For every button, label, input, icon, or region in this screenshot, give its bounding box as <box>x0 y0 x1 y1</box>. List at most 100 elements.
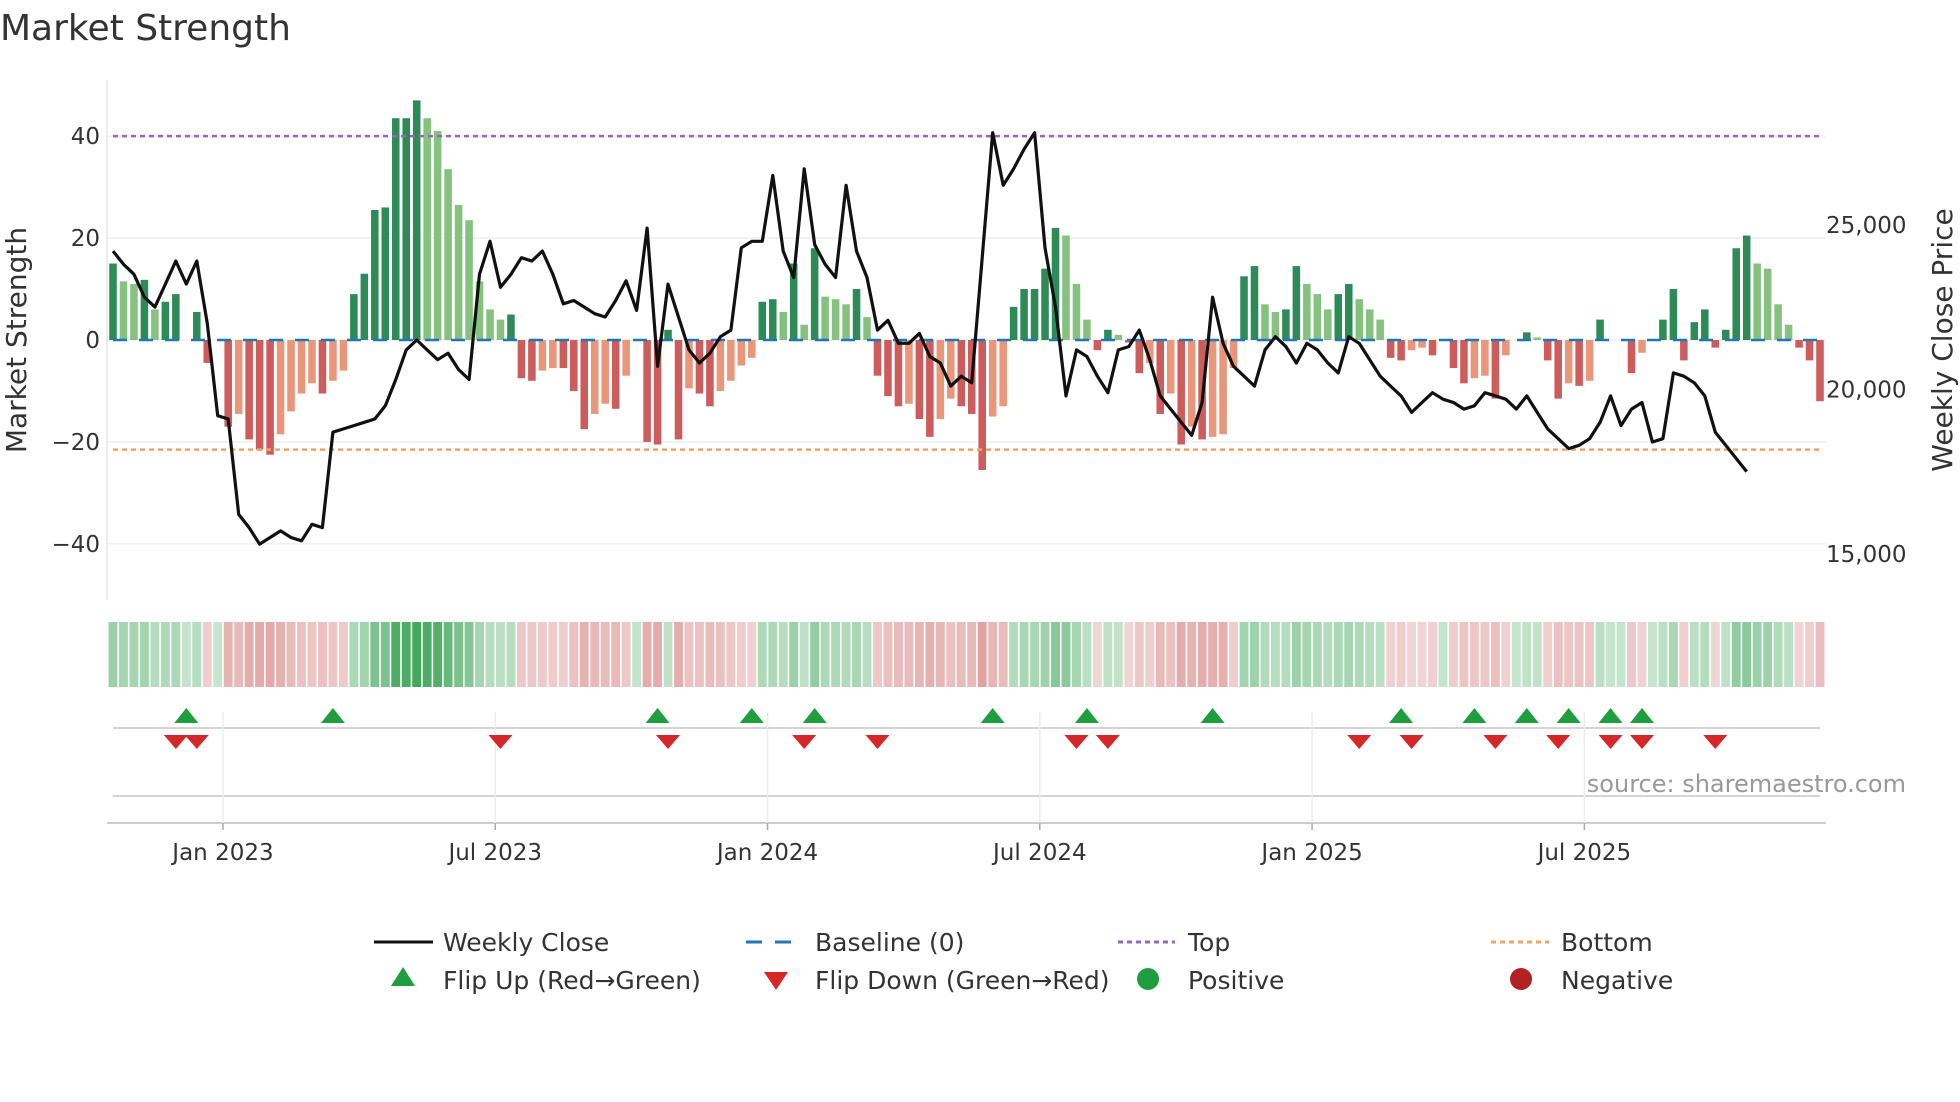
strength-bar <box>454 204 463 340</box>
heat-cell <box>1742 622 1752 687</box>
heat-cell <box>569 622 579 687</box>
legend-baseline: Baseline (0) <box>746 928 964 957</box>
strength-bar <box>1795 340 1803 348</box>
flip-up-marker <box>980 708 1005 723</box>
strength-bar <box>1701 309 1709 340</box>
strength-bar <box>318 340 327 394</box>
flip-up-marker <box>320 708 345 723</box>
heat-cell <box>359 622 369 687</box>
strength-bar <box>360 273 369 340</box>
heat-cell <box>1449 622 1458 687</box>
right-tick-label: 25,000 <box>1826 213 1906 239</box>
strength-bar <box>1638 340 1646 353</box>
strength-bar <box>1219 340 1227 435</box>
strength-bar <box>1344 283 1353 340</box>
heat-cell <box>370 622 380 687</box>
heat-cell <box>1009 622 1019 687</box>
legend-flip-up: Flip Up (Red→Green) <box>391 966 701 995</box>
strength-bar <box>863 317 871 340</box>
heat-cell <box>139 622 149 687</box>
strength-bar <box>381 207 390 340</box>
heat-cell <box>695 622 704 687</box>
x-tick-label: Jan 2024 <box>715 840 818 866</box>
strength-bar <box>1721 329 1730 340</box>
strength-bar <box>737 340 746 366</box>
heat-cell <box>213 622 223 687</box>
strength-bar <box>1543 340 1552 361</box>
strength-bar <box>538 340 547 371</box>
flip-down-marker <box>184 735 209 749</box>
strength-bar <box>1596 319 1604 340</box>
heat-cell <box>1354 622 1364 687</box>
x-tick-label: Jan 2025 <box>1259 840 1362 866</box>
weekly-close-line <box>111 131 1748 546</box>
heat-cell <box>1323 622 1333 687</box>
right-tick-label: 20,000 <box>1826 377 1906 403</box>
flip-down-marker <box>1064 735 1089 749</box>
strength-bar <box>1690 322 1699 340</box>
flip-up-marker <box>1598 708 1623 723</box>
strength-bar <box>203 340 212 363</box>
strength-bar <box>1805 340 1814 361</box>
strength-bar <box>1020 289 1028 340</box>
heat-cell <box>1312 622 1322 687</box>
heat-cell <box>1113 622 1123 687</box>
heat-cell <box>506 622 516 687</box>
strength-bar <box>465 220 473 340</box>
heat-cell <box>1543 622 1553 687</box>
heat-cell <box>768 622 778 687</box>
strength-bar <box>664 329 672 340</box>
strength-bar <box>151 309 159 340</box>
strength-bar <box>1502 340 1510 356</box>
strength-bar <box>1659 319 1667 340</box>
legend-flip-down-label: Flip Down (Green→Red) <box>815 966 1110 995</box>
heat-cell <box>192 622 202 687</box>
heat-cell <box>1061 622 1071 687</box>
heat-cell <box>1260 622 1270 687</box>
legend-positive-icon <box>1137 968 1159 990</box>
strength-bar <box>1156 340 1165 414</box>
heat-cell <box>1647 622 1657 687</box>
heat-cell <box>1595 622 1605 687</box>
heat-cell <box>391 622 401 687</box>
heat-cell <box>276 622 286 687</box>
strength-bar <box>1208 340 1217 437</box>
flip-down-marker <box>1629 735 1654 749</box>
strength-bar <box>1533 337 1542 340</box>
strength-bar <box>119 281 128 340</box>
heat-cell <box>548 622 558 687</box>
heat-cell <box>1658 622 1668 687</box>
strength-bar <box>1428 340 1437 356</box>
right-axis-ticks: 25,000 20,000 15,000 <box>1826 213 1906 568</box>
strength-bar <box>1145 340 1154 363</box>
strength-bar <box>1491 340 1500 399</box>
heat-cell <box>223 622 233 687</box>
heat-cell <box>108 622 118 687</box>
heat-cell <box>1511 622 1521 687</box>
heat-cell <box>516 622 526 687</box>
heat-cell <box>1627 622 1636 687</box>
heat-cell <box>799 622 809 687</box>
heat-cell <box>1501 622 1511 687</box>
strength-bar <box>1470 340 1479 379</box>
strength-bar <box>947 340 955 399</box>
strength-bar <box>1051 227 1060 340</box>
legend-flip-up-icon <box>391 967 415 986</box>
heat-cell <box>485 622 495 687</box>
left-tick-label: 40 <box>71 124 100 150</box>
heat-cell <box>1522 622 1532 687</box>
heat-cell <box>475 622 484 687</box>
heat-cell <box>244 622 254 687</box>
heat-cell <box>1490 622 1500 687</box>
strength-bar <box>1125 340 1133 343</box>
flip-up-marker <box>645 708 670 723</box>
heat-cell <box>265 622 275 687</box>
legend-flip-down: Flip Down (Green→Red) <box>764 966 1110 995</box>
strength-bar <box>423 118 431 340</box>
flip-up-marker <box>1514 708 1539 723</box>
legend-weekly-close-label: Weekly Close <box>443 928 609 957</box>
strength-bar <box>528 340 536 381</box>
upper-panel: 40 20 0 −20 −40 25,000 20,000 15,000 Market St… <box>0 80 1959 600</box>
heat-cell <box>1208 622 1218 687</box>
strength-bar <box>1240 276 1248 340</box>
